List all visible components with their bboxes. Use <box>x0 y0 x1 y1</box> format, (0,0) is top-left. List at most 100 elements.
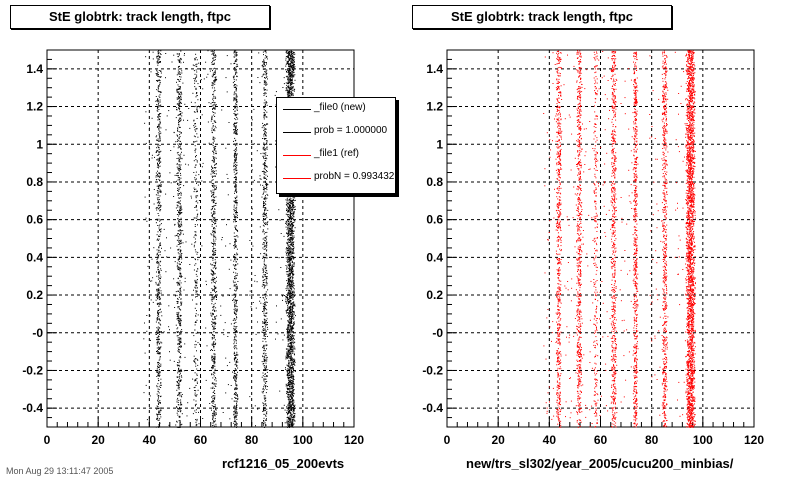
data-point <box>213 243 215 245</box>
data-point <box>193 141 195 143</box>
data-point <box>158 197 160 199</box>
data-point <box>233 329 235 331</box>
data-point <box>195 128 197 130</box>
data-point <box>288 339 290 340</box>
data-point <box>159 162 161 163</box>
data-point <box>180 380 182 382</box>
data-point <box>195 231 197 233</box>
data-point <box>178 368 180 370</box>
data-point <box>180 304 182 306</box>
data-point <box>236 191 238 193</box>
data-point <box>293 230 295 232</box>
data-point <box>236 252 238 254</box>
data-point <box>288 283 290 285</box>
data-point <box>205 327 207 329</box>
data-point <box>234 417 236 419</box>
data-point <box>291 257 293 259</box>
data-point <box>156 293 158 295</box>
data-point <box>157 199 159 201</box>
data-point <box>180 337 182 339</box>
data-point <box>178 125 180 127</box>
data-point <box>156 249 158 251</box>
data-point <box>226 365 228 367</box>
data-point <box>236 273 238 275</box>
data-point <box>262 270 264 271</box>
data-point <box>211 200 213 202</box>
data-point <box>293 327 295 329</box>
data-point <box>266 193 268 195</box>
data-point <box>180 392 182 393</box>
data-point <box>179 257 180 259</box>
data-point <box>179 213 181 214</box>
data-point <box>146 220 148 222</box>
data-point <box>157 371 159 373</box>
data-point <box>212 136 214 138</box>
data-point <box>235 148 237 150</box>
data-point <box>263 172 265 174</box>
data-point <box>157 326 159 328</box>
data-point <box>292 348 294 350</box>
data-point <box>294 359 296 361</box>
data-point <box>211 344 213 346</box>
data-point <box>177 343 178 345</box>
data-point <box>285 426 287 428</box>
data-point <box>213 362 215 364</box>
data-point <box>237 354 239 356</box>
data-point <box>232 299 233 301</box>
data-point <box>179 80 181 82</box>
data-point <box>158 239 159 241</box>
data-point <box>263 137 265 139</box>
data-point <box>287 365 289 367</box>
data-point <box>264 279 266 281</box>
data-point <box>265 405 267 407</box>
data-point <box>211 169 212 171</box>
data-point <box>235 299 237 301</box>
data-point <box>181 242 182 244</box>
data-point <box>263 261 265 263</box>
data-point <box>234 244 236 246</box>
data-point <box>178 386 180 388</box>
data-point <box>263 187 265 189</box>
data-point <box>263 94 265 96</box>
data-point <box>179 393 181 395</box>
data-point <box>266 312 268 314</box>
data-point <box>210 263 212 265</box>
data-point <box>286 241 288 243</box>
data-point <box>155 222 157 224</box>
data-point <box>160 382 162 384</box>
data-point <box>287 199 289 201</box>
data-point <box>264 400 266 402</box>
data-point <box>196 395 197 397</box>
data-point <box>264 155 266 157</box>
data-point <box>146 315 148 316</box>
data-point <box>178 236 180 238</box>
data-point <box>195 263 197 265</box>
data-point <box>176 420 178 422</box>
data-point <box>289 312 291 314</box>
data-point <box>195 241 197 243</box>
data-point <box>263 221 264 223</box>
data-point <box>157 58 159 60</box>
data-point <box>290 365 292 367</box>
data-point <box>178 344 180 346</box>
data-point <box>214 295 216 297</box>
data-point <box>289 367 291 369</box>
data-point <box>157 332 159 334</box>
data-point <box>156 110 158 112</box>
data-point <box>213 390 215 392</box>
data-point <box>214 71 215 73</box>
data-point <box>214 120 216 122</box>
data-point <box>176 140 178 142</box>
data-point <box>177 69 179 71</box>
data-point <box>233 327 235 329</box>
data-point <box>178 269 180 270</box>
data-point <box>156 341 158 343</box>
data-point <box>263 287 265 289</box>
data-point <box>179 270 181 272</box>
data-point <box>177 172 179 174</box>
data-point <box>264 188 266 190</box>
data-point <box>265 298 267 300</box>
data-point <box>213 345 215 347</box>
data-point <box>292 201 293 203</box>
data-point <box>289 267 291 269</box>
